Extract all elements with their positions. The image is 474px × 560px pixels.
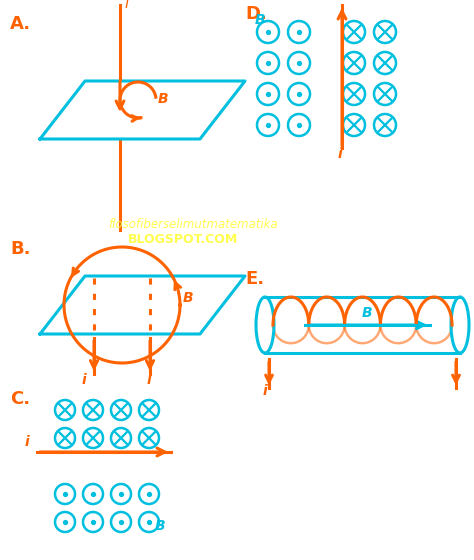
Text: B: B xyxy=(183,291,193,305)
Text: B: B xyxy=(255,13,265,27)
Text: i: i xyxy=(82,373,87,387)
Text: D.: D. xyxy=(245,5,267,23)
Text: C.: C. xyxy=(10,390,30,408)
Text: A.: A. xyxy=(10,15,31,33)
Text: B.: B. xyxy=(10,240,30,258)
Text: B: B xyxy=(155,519,165,533)
Text: i: i xyxy=(263,384,268,398)
Text: i: i xyxy=(147,373,152,387)
Text: BLOGSPOT.COM: BLOGSPOT.COM xyxy=(128,233,238,246)
Text: i: i xyxy=(124,0,128,11)
Text: i: i xyxy=(338,147,343,161)
Text: i: i xyxy=(25,435,30,449)
Text: B: B xyxy=(362,306,372,320)
Text: flosofiberselimutmatematika: flosofiberselimutmatematika xyxy=(108,218,278,231)
Text: B: B xyxy=(158,92,169,106)
Text: E.: E. xyxy=(245,270,264,288)
